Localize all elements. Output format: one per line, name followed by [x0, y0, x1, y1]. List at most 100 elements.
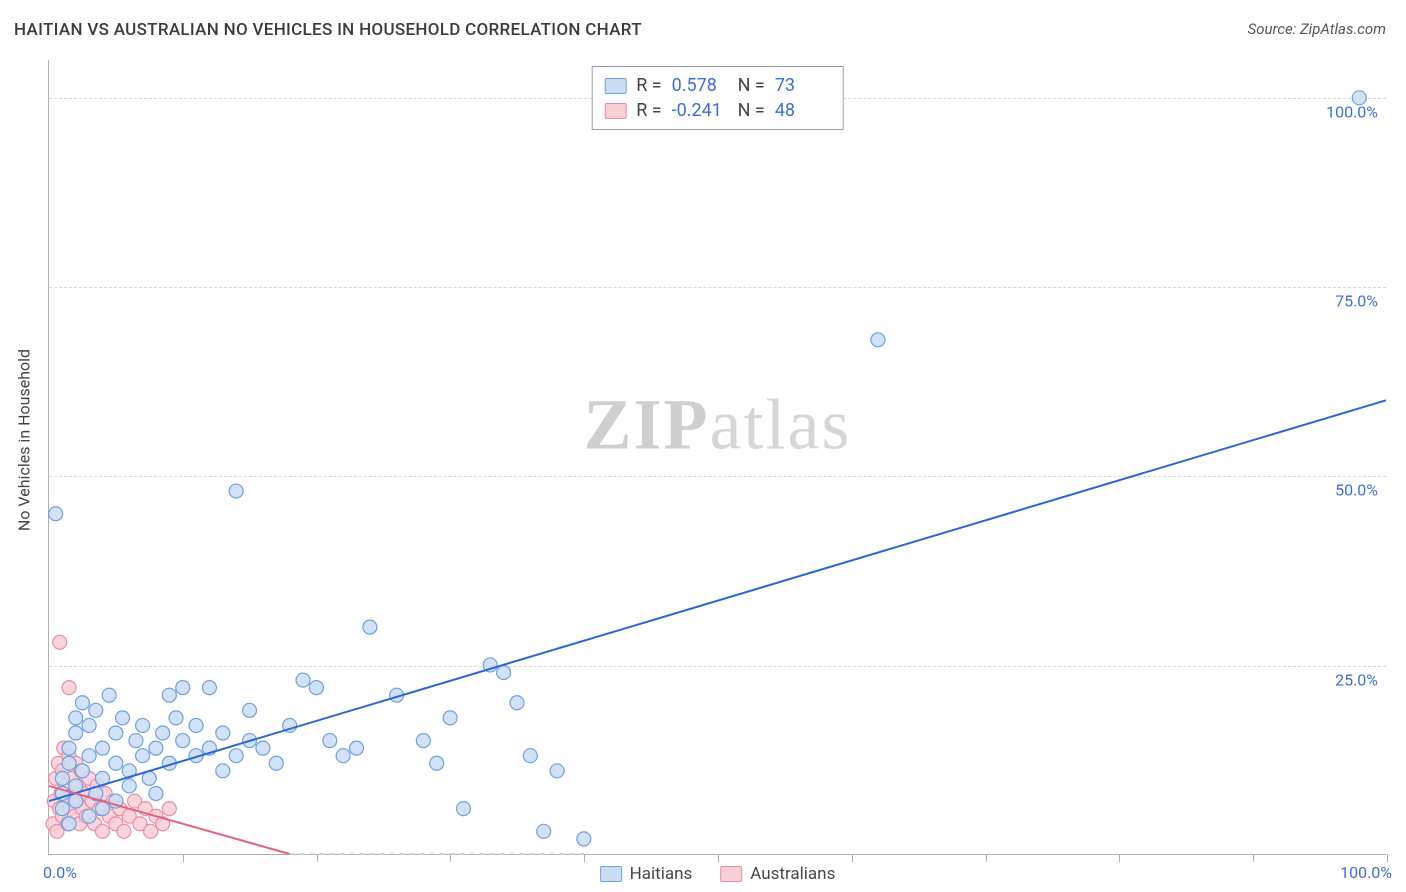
- trendline-haitians: [49, 400, 1386, 801]
- r-label-0: R =: [636, 73, 661, 98]
- data-point-australians: [53, 635, 67, 649]
- data-point-haitians: [62, 741, 76, 755]
- swatch-haitians: [604, 78, 626, 94]
- x-tick: [183, 854, 184, 862]
- x-tick: [852, 854, 853, 862]
- data-point-haitians: [169, 711, 183, 725]
- r-value-0: 0.578: [672, 73, 728, 98]
- data-point-haitians: [69, 794, 83, 808]
- n-value-1: 48: [775, 98, 831, 123]
- plot-area: ZIPatlas 25.0%50.0%75.0%100.0% 0.0% 100.…: [48, 60, 1386, 855]
- data-point-haitians: [82, 718, 96, 732]
- data-point-haitians: [189, 718, 203, 732]
- chart-container: HAITIAN VS AUSTRALIAN NO VEHICLES IN HOU…: [0, 0, 1406, 892]
- data-point-haitians: [95, 741, 109, 755]
- data-point-haitians: [443, 711, 457, 725]
- data-point-haitians: [216, 764, 230, 778]
- data-point-haitians: [309, 681, 323, 695]
- legend-swatch-australians: [720, 866, 742, 882]
- bottom-legend: Haitians Australians: [600, 864, 836, 884]
- legend-item-australians: Australians: [720, 864, 835, 884]
- data-point-haitians: [69, 726, 83, 740]
- data-point-haitians: [456, 802, 470, 816]
- x-tick: [1253, 854, 1254, 862]
- data-point-haitians: [416, 734, 430, 748]
- x-tick: [718, 854, 719, 862]
- data-point-australians: [117, 824, 131, 838]
- data-point-haitians: [162, 688, 176, 702]
- legend-label-australians: Australians: [750, 864, 835, 884]
- data-point-haitians: [122, 779, 136, 793]
- data-point-haitians: [550, 764, 564, 778]
- data-point-haitians: [430, 756, 444, 770]
- chart-svg: [49, 60, 1386, 854]
- data-point-haitians: [75, 764, 89, 778]
- x-tick: [1387, 854, 1388, 862]
- data-point-haitians: [350, 741, 364, 755]
- legend-label-haitians: Haitians: [630, 864, 693, 884]
- x-tick: [450, 854, 451, 862]
- data-point-haitians: [577, 832, 591, 846]
- data-point-haitians: [1352, 91, 1366, 105]
- stats-row-australians: R = -0.241 N = 48: [604, 98, 831, 123]
- y-axis-title: No Vehicles in Household: [15, 349, 34, 531]
- stats-row-haitians: R = 0.578 N = 73: [604, 73, 831, 98]
- legend-item-haitians: Haitians: [600, 864, 693, 884]
- data-point-haitians: [216, 726, 230, 740]
- data-point-australians: [144, 824, 158, 838]
- chart-title: HAITIAN VS AUSTRALIAN NO VEHICLES IN HOU…: [14, 20, 642, 40]
- data-point-haitians: [336, 749, 350, 763]
- legend-swatch-haitians: [600, 866, 622, 882]
- data-point-haitians: [55, 771, 69, 785]
- data-point-haitians: [202, 681, 216, 695]
- data-point-australians: [62, 681, 76, 695]
- x-axis-max-label: 100.0%: [1340, 863, 1392, 882]
- data-point-haitians: [296, 673, 310, 687]
- source-label: Source: ZipAtlas.com: [1248, 20, 1386, 38]
- data-point-haitians: [55, 802, 69, 816]
- data-point-haitians: [149, 787, 163, 801]
- data-point-haitians: [109, 726, 123, 740]
- x-tick: [317, 854, 318, 862]
- data-point-haitians: [523, 749, 537, 763]
- data-point-haitians: [510, 696, 524, 710]
- data-point-haitians: [537, 824, 551, 838]
- data-point-haitians: [323, 734, 337, 748]
- data-point-haitians: [129, 734, 143, 748]
- data-point-haitians: [136, 718, 150, 732]
- data-point-haitians: [75, 696, 89, 710]
- data-point-haitians: [149, 741, 163, 755]
- data-point-haitians: [269, 756, 283, 770]
- data-point-haitians: [243, 703, 257, 717]
- r-value-1: -0.241: [672, 98, 728, 123]
- x-axis-min-label: 0.0%: [43, 863, 77, 882]
- data-point-australians: [162, 802, 176, 816]
- data-point-haitians: [156, 726, 170, 740]
- data-point-australians: [95, 824, 109, 838]
- stats-legend-box: R = 0.578 N = 73 R = -0.241 N = 48: [591, 66, 844, 130]
- data-point-haitians: [49, 507, 63, 521]
- data-point-haitians: [176, 681, 190, 695]
- data-point-haitians: [871, 333, 885, 347]
- data-point-haitians: [82, 749, 96, 763]
- data-point-haitians: [176, 734, 190, 748]
- swatch-australians: [604, 103, 626, 119]
- n-label-0: N =: [738, 73, 765, 98]
- n-label-1: N =: [738, 98, 765, 123]
- x-tick: [1119, 854, 1120, 862]
- data-point-haitians: [82, 809, 96, 823]
- x-tick: [584, 854, 585, 862]
- data-point-haitians: [109, 756, 123, 770]
- data-point-haitians: [62, 817, 76, 831]
- data-point-haitians: [229, 749, 243, 763]
- data-point-haitians: [69, 711, 83, 725]
- r-label-1: R =: [636, 98, 661, 123]
- x-tick: [986, 854, 987, 862]
- data-point-haitians: [89, 703, 103, 717]
- data-point-haitians: [363, 620, 377, 634]
- data-point-haitians: [95, 802, 109, 816]
- data-point-haitians: [102, 688, 116, 702]
- data-point-haitians: [62, 756, 76, 770]
- n-value-0: 73: [775, 73, 831, 98]
- data-point-haitians: [497, 666, 511, 680]
